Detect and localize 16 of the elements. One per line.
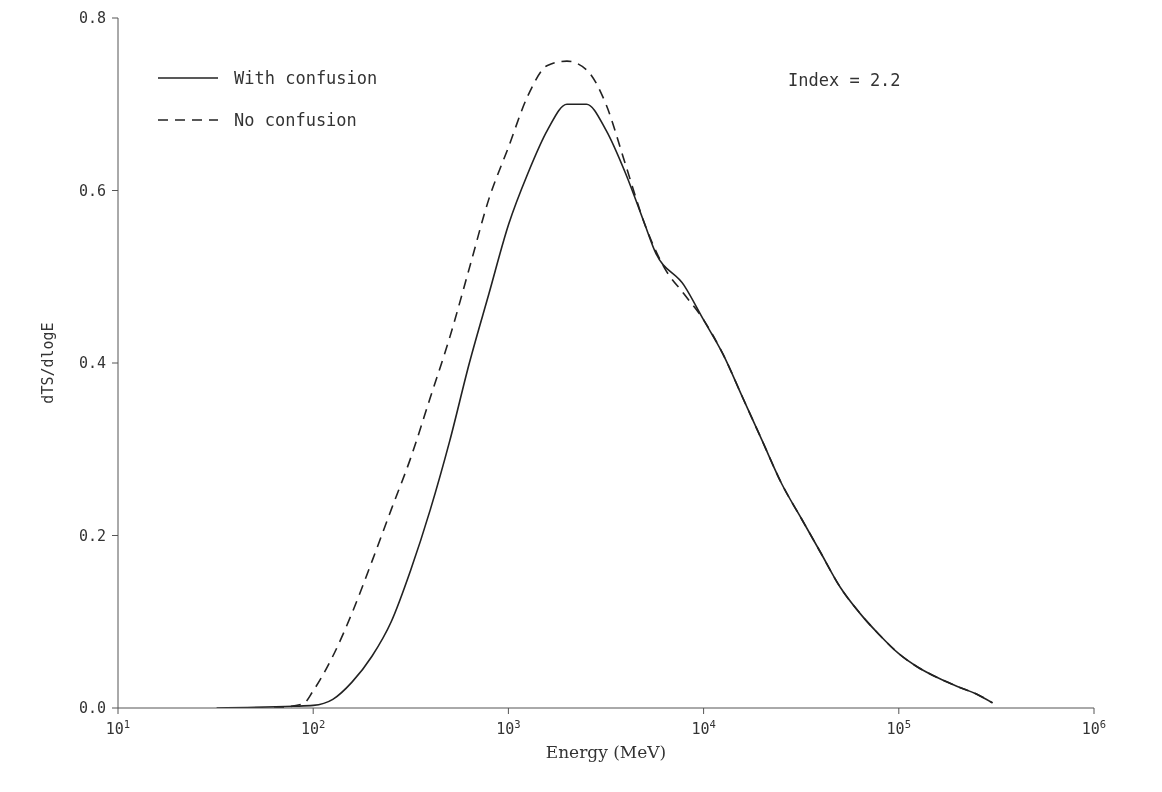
x-tick-label: 10$^{6}$ (1081, 718, 1107, 738)
x-tick-label: 10$^{4}$ (691, 718, 716, 738)
legend-label: No confusion (234, 110, 357, 130)
x-tick-label: 10$^{5}$ (886, 718, 911, 738)
y-tick-label: 0.4 (78, 354, 106, 372)
y-tick-label: 0.2 (78, 526, 106, 545)
x-tick-label: 10$^{2}$ (301, 718, 326, 738)
y-tick-label: 0.0 (78, 699, 106, 717)
y-axis-title: dTS/dlogE (39, 322, 58, 404)
annotation: Index = 2.2 (788, 70, 901, 90)
x-axis-title: Energy (MeV) (545, 742, 667, 762)
y-tick-label: 0.8 (78, 9, 106, 27)
x-tick-label: 10$^{3}$ (496, 718, 521, 738)
x-tick-label: 10$^{1}$ (105, 718, 131, 738)
legend-label: With confusion (234, 68, 378, 88)
y-tick-label: 0.6 (78, 181, 106, 200)
